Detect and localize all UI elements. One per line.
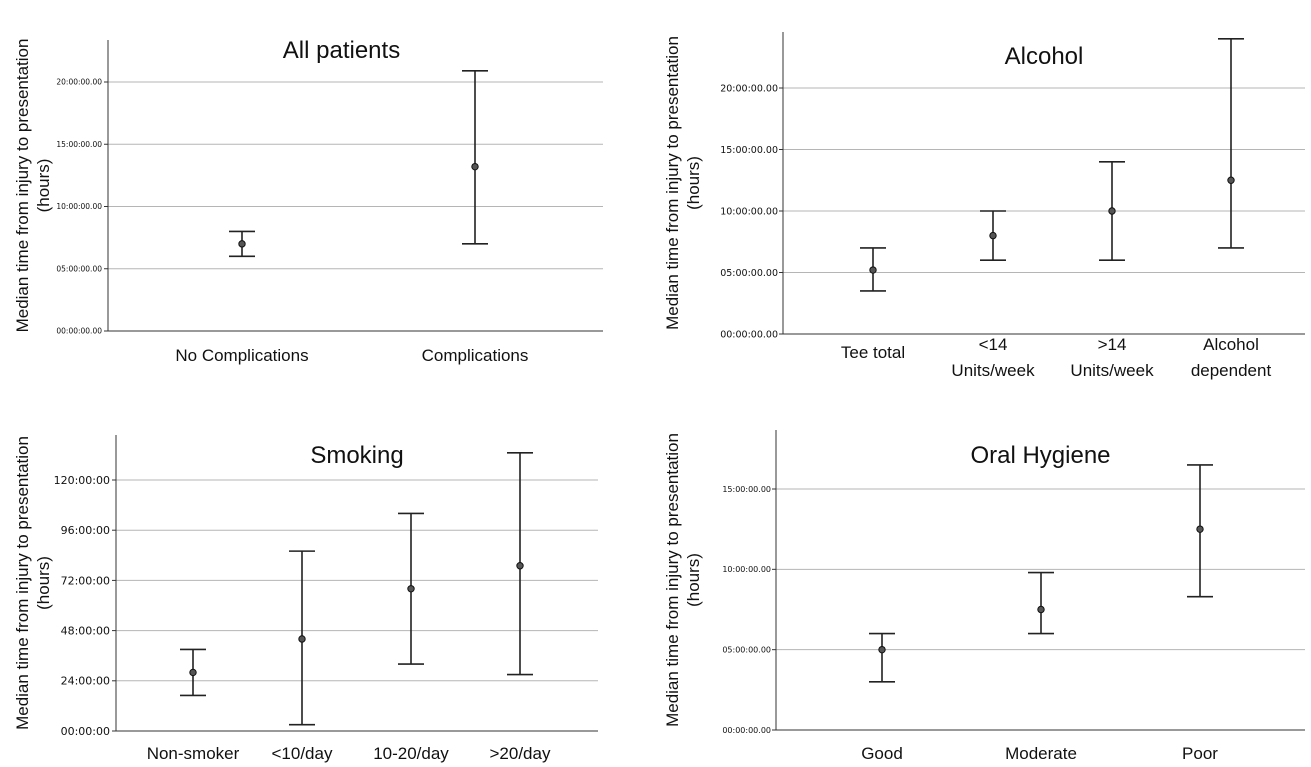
x-category-label: Alcohol dependent bbox=[1191, 335, 1272, 380]
y-axis-label: Median time from injury to presentation(… bbox=[13, 39, 53, 333]
y-tick-label: 48:00:00 bbox=[61, 624, 110, 637]
y-tick-label: 05:00:00.00 bbox=[722, 645, 771, 654]
x-category-label: Tee total bbox=[841, 343, 905, 362]
y-tick-label: 10:00:00.00 bbox=[720, 206, 778, 217]
y-axis-label: Median time from injury to presentation(… bbox=[663, 433, 703, 727]
y-tick-label: 96:00:00 bbox=[61, 524, 110, 537]
x-category-label: <10/day bbox=[272, 744, 333, 763]
median-point bbox=[1108, 207, 1116, 215]
median-point bbox=[516, 562, 524, 570]
median-point bbox=[407, 585, 415, 593]
y-tick-label: 00:00:00.00 bbox=[720, 329, 778, 340]
y-tick-label: 20:00:00.00 bbox=[56, 78, 102, 87]
median-point bbox=[878, 645, 886, 654]
x-category-label: Complications bbox=[422, 346, 529, 365]
y-tick-label: 05:00:00.00 bbox=[720, 268, 778, 279]
y-tick-label: 72:00:00 bbox=[61, 574, 110, 587]
y-axis-label: Median time from injury to presentation(… bbox=[13, 436, 53, 730]
y-axis-label: Median time from injury to presentation(… bbox=[663, 36, 703, 330]
median-point bbox=[1227, 176, 1235, 184]
x-category-label: Non-smoker bbox=[147, 744, 240, 763]
chart-title: Alcohol bbox=[1005, 43, 1084, 70]
y-tick-label: 120:00:00 bbox=[54, 474, 110, 487]
y-tick-label: 00:00:00 bbox=[61, 725, 110, 738]
y-tick-label: 15:00:00.00 bbox=[722, 485, 771, 494]
chart-panel-1: 00:00:00.00 05:00:00.00 10:00:00.00 15:00:0… bbox=[13, 37, 603, 365]
y-tick-label: 00:00:00.00 bbox=[722, 726, 771, 735]
x-category-label: <14 Units/week bbox=[951, 335, 1035, 380]
x-category-label: Poor bbox=[1182, 744, 1218, 763]
median-point bbox=[869, 266, 877, 274]
median-point bbox=[238, 240, 246, 248]
y-tick-label: 05:00:00.00 bbox=[56, 264, 102, 273]
chart-title: All patients bbox=[283, 37, 400, 64]
median-point bbox=[298, 635, 306, 643]
x-category-label: No Complications bbox=[175, 346, 308, 365]
x-category-label: >20/day bbox=[490, 744, 551, 763]
x-category-label: >14 Units/week bbox=[1070, 335, 1154, 380]
x-category-label: Moderate bbox=[1005, 744, 1077, 763]
chart-panel-2: 00:00:00.00 05:00:00.00 10:00:00.00 15:00:0… bbox=[663, 32, 1305, 380]
chart-title: Smoking bbox=[310, 442, 403, 469]
x-category-label: 10-20/day bbox=[373, 744, 449, 763]
y-tick-label: 10:00:00.00 bbox=[722, 565, 771, 574]
median-point bbox=[1037, 605, 1045, 614]
y-tick-label: 10:00:00.00 bbox=[56, 202, 102, 211]
median-point bbox=[189, 668, 197, 677]
median-point bbox=[1196, 525, 1204, 533]
chart-panel-3: 00:00:00 24:00:00 48:00:00 72:00:00 96:00:00… bbox=[13, 435, 598, 763]
chart-title: Oral Hygiene bbox=[970, 442, 1110, 469]
y-tick-label: 15:00:00.00 bbox=[720, 145, 778, 156]
y-tick-label: 20:00:00.00 bbox=[720, 83, 778, 94]
chart-panel-4: 00:00:00.00 05:00:00.00 10:00:00.00 15:00:0… bbox=[663, 430, 1305, 763]
y-tick-label: 24:00:00 bbox=[61, 675, 110, 688]
median-point bbox=[989, 231, 997, 240]
median-point bbox=[471, 162, 479, 171]
x-category-label: Good bbox=[861, 744, 903, 763]
y-tick-label: 15:00:00.00 bbox=[56, 140, 102, 149]
y-tick-label: 00:00:00.00 bbox=[56, 327, 102, 336]
